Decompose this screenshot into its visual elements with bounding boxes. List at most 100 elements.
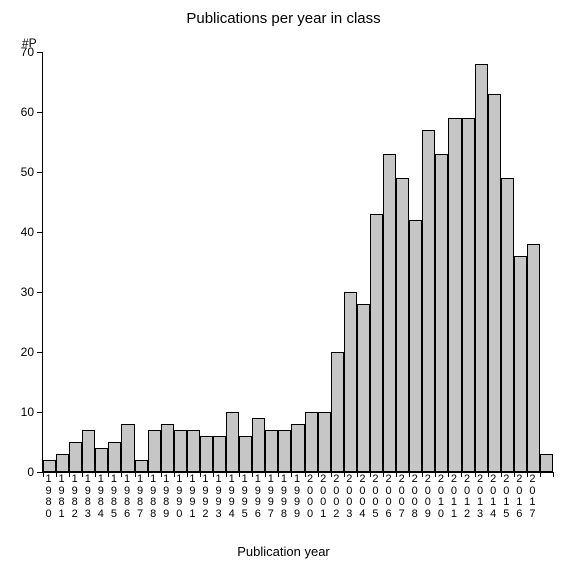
x-tick-label: 1997 bbox=[264, 474, 277, 520]
bar bbox=[331, 352, 344, 472]
bar bbox=[161, 424, 174, 472]
x-tick-label: 1994 bbox=[225, 474, 238, 520]
bar bbox=[252, 418, 265, 472]
bar bbox=[462, 118, 475, 472]
y-tick bbox=[37, 352, 43, 353]
bar bbox=[56, 454, 69, 472]
y-tick bbox=[37, 112, 43, 113]
x-tick-label: 1982 bbox=[68, 474, 81, 520]
bar bbox=[344, 292, 357, 472]
x-tick-label: 2004 bbox=[356, 474, 369, 520]
bar bbox=[435, 154, 448, 472]
bar bbox=[278, 430, 291, 472]
x-tick-label: 2011 bbox=[447, 474, 460, 520]
bar bbox=[226, 412, 239, 472]
bar bbox=[396, 178, 409, 472]
x-tick-label: 1995 bbox=[238, 474, 251, 520]
bar bbox=[318, 412, 331, 472]
y-tick-label: 50 bbox=[21, 165, 34, 179]
y-tick-label: 60 bbox=[21, 105, 34, 119]
y-tick-label: 0 bbox=[27, 465, 34, 479]
bar bbox=[488, 94, 501, 472]
bar bbox=[148, 430, 161, 472]
bar bbox=[514, 256, 527, 472]
x-tick-label: 2002 bbox=[330, 474, 343, 520]
x-tick-label: 1986 bbox=[120, 474, 133, 520]
bar bbox=[422, 130, 435, 472]
bar bbox=[239, 436, 252, 472]
y-tick bbox=[37, 412, 43, 413]
bar bbox=[291, 424, 304, 472]
x-tick-labels: 1980198119821983198419851986198719881989… bbox=[42, 474, 552, 520]
bar bbox=[357, 304, 370, 472]
plot-area: 010203040506070 bbox=[42, 52, 553, 473]
x-tick-label: 2000 bbox=[304, 474, 317, 520]
x-tick bbox=[553, 472, 554, 477]
x-tick-label: 1985 bbox=[107, 474, 120, 520]
x-tick-label: 2013 bbox=[474, 474, 487, 520]
bar bbox=[121, 424, 134, 472]
x-tick-label: 1980 bbox=[42, 474, 55, 520]
x-tick-label: 1991 bbox=[186, 474, 199, 520]
x-tick-label: 1993 bbox=[212, 474, 225, 520]
bar bbox=[95, 448, 108, 472]
x-tick-label: 1990 bbox=[173, 474, 186, 520]
bar bbox=[43, 460, 56, 472]
bar bbox=[370, 214, 383, 472]
y-tick-label: 30 bbox=[21, 285, 34, 299]
x-tick-label: 2010 bbox=[434, 474, 447, 520]
bar bbox=[108, 442, 121, 472]
y-tick-label: 40 bbox=[21, 225, 34, 239]
bar bbox=[540, 454, 553, 472]
x-tick-label: 1983 bbox=[81, 474, 94, 520]
bar bbox=[409, 220, 422, 472]
x-tick-label: 2008 bbox=[408, 474, 421, 520]
x-tick-label: 2014 bbox=[487, 474, 500, 520]
x-tick-label: 2017 bbox=[526, 474, 539, 520]
y-tick-label: 20 bbox=[21, 345, 34, 359]
y-tick bbox=[37, 172, 43, 173]
x-tick-label: 2012 bbox=[461, 474, 474, 520]
y-tick bbox=[37, 52, 43, 53]
x-tick-label: 1987 bbox=[134, 474, 147, 520]
x-tick-label: 1992 bbox=[199, 474, 212, 520]
bar bbox=[135, 460, 148, 472]
x-tick-label: 2005 bbox=[369, 474, 382, 520]
bar bbox=[448, 118, 461, 472]
bars-group bbox=[43, 52, 553, 472]
chart-container: Publications per year in class #P 010203… bbox=[0, 0, 567, 567]
bar bbox=[187, 430, 200, 472]
bar bbox=[305, 412, 318, 472]
x-tick-label: 2015 bbox=[500, 474, 513, 520]
x-tick-label: 2001 bbox=[317, 474, 330, 520]
x-tick-label: 1989 bbox=[160, 474, 173, 520]
y-tick bbox=[37, 292, 43, 293]
bar bbox=[475, 64, 488, 472]
x-tick-label: 2006 bbox=[382, 474, 395, 520]
bar bbox=[69, 442, 82, 472]
chart-title: Publications per year in class bbox=[0, 10, 567, 27]
x-tick-label: 2003 bbox=[343, 474, 356, 520]
y-tick-label: 70 bbox=[21, 45, 34, 59]
x-tick-label: 1999 bbox=[290, 474, 303, 520]
bar bbox=[213, 436, 226, 472]
y-tick bbox=[37, 232, 43, 233]
x-tick-label: 2007 bbox=[395, 474, 408, 520]
bar bbox=[501, 178, 514, 472]
bar bbox=[527, 244, 540, 472]
x-tick-label: 1988 bbox=[147, 474, 160, 520]
x-tick-label: 1981 bbox=[55, 474, 68, 520]
x-tick-label: 2016 bbox=[513, 474, 526, 520]
bar bbox=[200, 436, 213, 472]
bar bbox=[82, 430, 95, 472]
y-tick-label: 10 bbox=[21, 405, 34, 419]
bar bbox=[383, 154, 396, 472]
x-axis-label: Publication year bbox=[0, 544, 567, 559]
x-tick-label bbox=[539, 474, 552, 520]
bar bbox=[265, 430, 278, 472]
bar bbox=[174, 430, 187, 472]
x-tick-label: 1984 bbox=[94, 474, 107, 520]
x-tick-label: 2009 bbox=[421, 474, 434, 520]
x-tick-label: 1998 bbox=[277, 474, 290, 520]
x-tick-label: 1996 bbox=[251, 474, 264, 520]
